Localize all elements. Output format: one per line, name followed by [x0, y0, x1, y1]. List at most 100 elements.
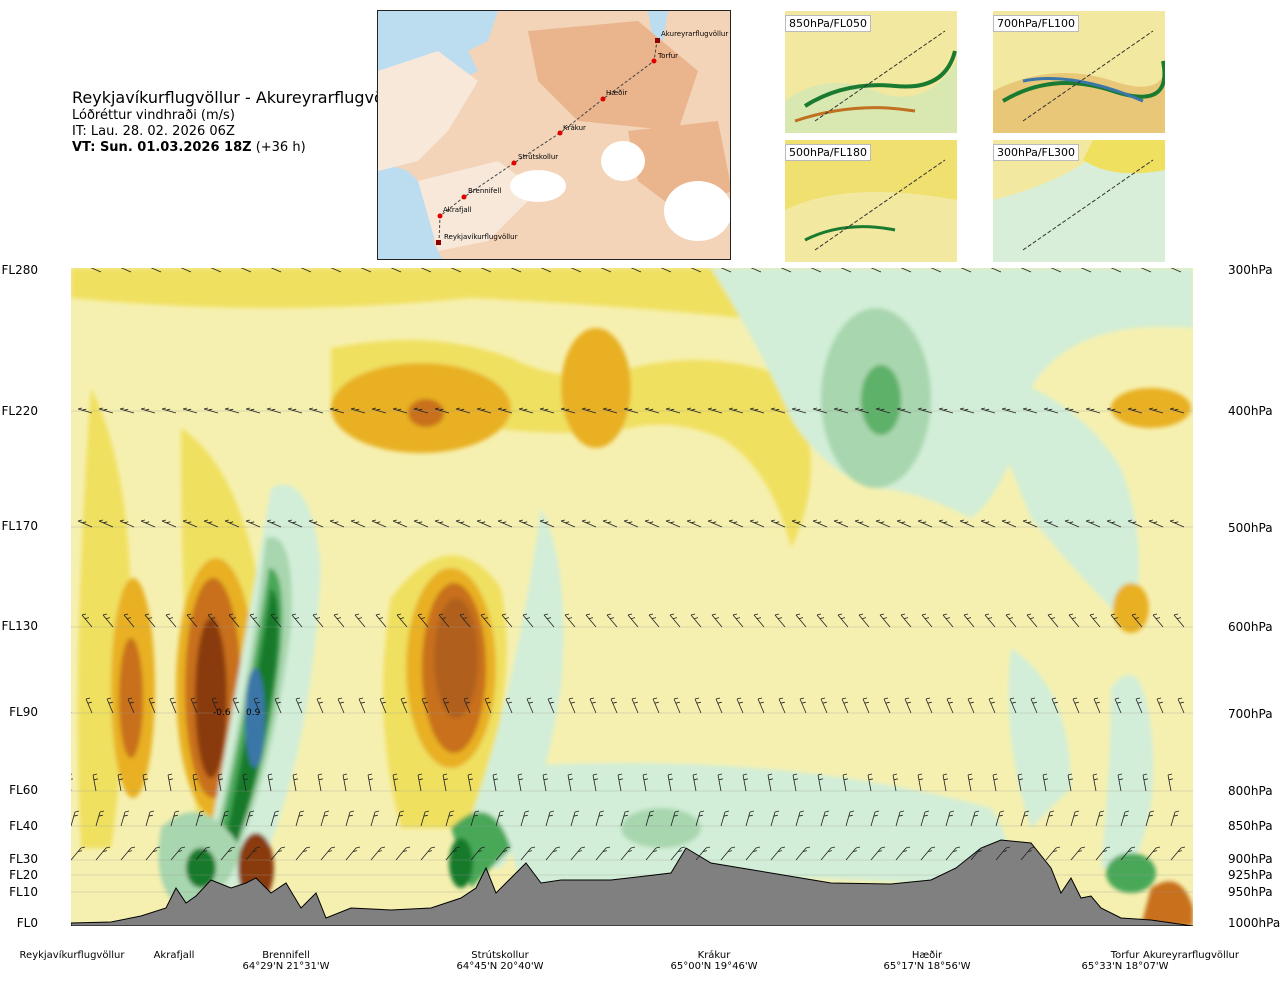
map-marker-akureyri [655, 38, 660, 43]
wind-barb [217, 773, 223, 792]
wind-barb [854, 407, 870, 414]
wind-barb [564, 613, 576, 628]
wind-barb [1148, 407, 1164, 414]
wind-barb [620, 810, 630, 827]
wind-barb [358, 697, 366, 714]
wind-barb [117, 773, 123, 792]
wind-barb [484, 697, 492, 714]
wind-barb [669, 613, 681, 628]
wind-barb [71, 810, 80, 827]
wind-barb [396, 613, 408, 628]
wind-barb [1148, 519, 1164, 528]
wind-barb [370, 810, 380, 827]
wind-barb [858, 613, 870, 628]
map-label-haedir: Hæðir [606, 89, 627, 97]
wind-barb [102, 613, 114, 628]
wind-barb [120, 846, 136, 861]
wind-barb [370, 846, 386, 861]
wind-barb [875, 519, 891, 528]
wind-barb [85, 697, 93, 714]
wind-barb [1020, 846, 1036, 861]
map-marker-brennifell [461, 194, 467, 200]
wind-barb [896, 519, 912, 528]
wind-barb [1170, 846, 1186, 861]
level-label-800hpa: 800hPa [1228, 784, 1273, 798]
wind-barb [1067, 773, 1073, 792]
wind-barb [930, 268, 942, 273]
wind-barb [670, 846, 686, 861]
wind-barb [673, 697, 681, 714]
level-label-600hpa: 600hPa [1228, 620, 1273, 634]
wind-barb [240, 268, 252, 273]
waypoint-name: Akureyrarflugvöllur [1142, 950, 1240, 961]
wind-barb [1106, 407, 1122, 414]
wind-barb [627, 613, 639, 628]
wind-barb [812, 519, 828, 528]
wind-barb [1017, 773, 1023, 792]
wind-barb [182, 519, 198, 528]
wind-barb [1001, 407, 1017, 414]
waypoint-label-akureyri: Akureyrarflugvöllur [1143, 950, 1239, 961]
wind-barb [186, 613, 198, 628]
waypoint-name: Akrafjall [153, 950, 195, 961]
wind-barb [267, 773, 273, 792]
level-label-fl0: FL0 [16, 916, 38, 930]
wind-barb [795, 810, 805, 827]
wind-barb [308, 407, 324, 414]
wind-barb [1009, 697, 1017, 714]
wind-barb [161, 407, 177, 414]
wind-barb [568, 697, 576, 714]
wind-barb [1050, 268, 1062, 273]
wind-barb [270, 268, 282, 273]
wind-barb [1045, 846, 1061, 861]
wind-barb [778, 697, 786, 714]
level-label-300hpa: 300hPa [1228, 263, 1273, 277]
wind-barb [312, 613, 324, 628]
wind-barb [900, 268, 912, 273]
wind-barb [295, 697, 303, 714]
wind-barb [728, 519, 744, 528]
wind-barb [867, 773, 873, 792]
wind-barb [921, 613, 933, 628]
wind-barb [192, 773, 198, 792]
wind-barb [660, 268, 672, 273]
wind-barb [1140, 268, 1152, 273]
wind-barb [791, 519, 807, 528]
wind-barb [925, 697, 933, 714]
wind-barb [720, 268, 732, 273]
waypoint-name: Brennifell [262, 950, 310, 961]
waypoint-name: Hæðir [911, 950, 943, 961]
wind-barb [1072, 697, 1080, 714]
wind-barb [140, 407, 156, 414]
wind-barb [963, 613, 975, 628]
wind-barb [833, 407, 849, 414]
wind-barb [195, 810, 205, 827]
waypoint-name: Reykjavíkurflugvöllur [19, 950, 125, 961]
wind-barb [245, 810, 255, 827]
wind-barb [667, 773, 673, 792]
wind-barb [1131, 613, 1143, 628]
wind-barb [211, 697, 219, 714]
wind-barb [210, 268, 222, 273]
wind-barb [220, 846, 236, 861]
wind-barb [145, 846, 161, 861]
wind-barb [476, 407, 492, 414]
wind-barb [1085, 407, 1101, 414]
wind-barb [581, 519, 597, 528]
wind-barb [434, 519, 450, 528]
wind-barb [840, 268, 852, 273]
wind-barb [695, 846, 711, 861]
wind-barb [967, 697, 975, 714]
minimap-300: 300hPa/FL300 [993, 140, 1165, 262]
wind-barb [1095, 846, 1111, 861]
wind-barb [816, 613, 828, 628]
wind-barb [896, 407, 912, 414]
wind-barb [862, 697, 870, 714]
wind-barb [883, 697, 891, 714]
wind-barb [119, 407, 135, 414]
wind-barb [1005, 613, 1017, 628]
wind-barb [470, 810, 480, 827]
wind-barb [1093, 697, 1101, 714]
wind-barb [148, 697, 156, 714]
wind-barb [570, 810, 580, 827]
